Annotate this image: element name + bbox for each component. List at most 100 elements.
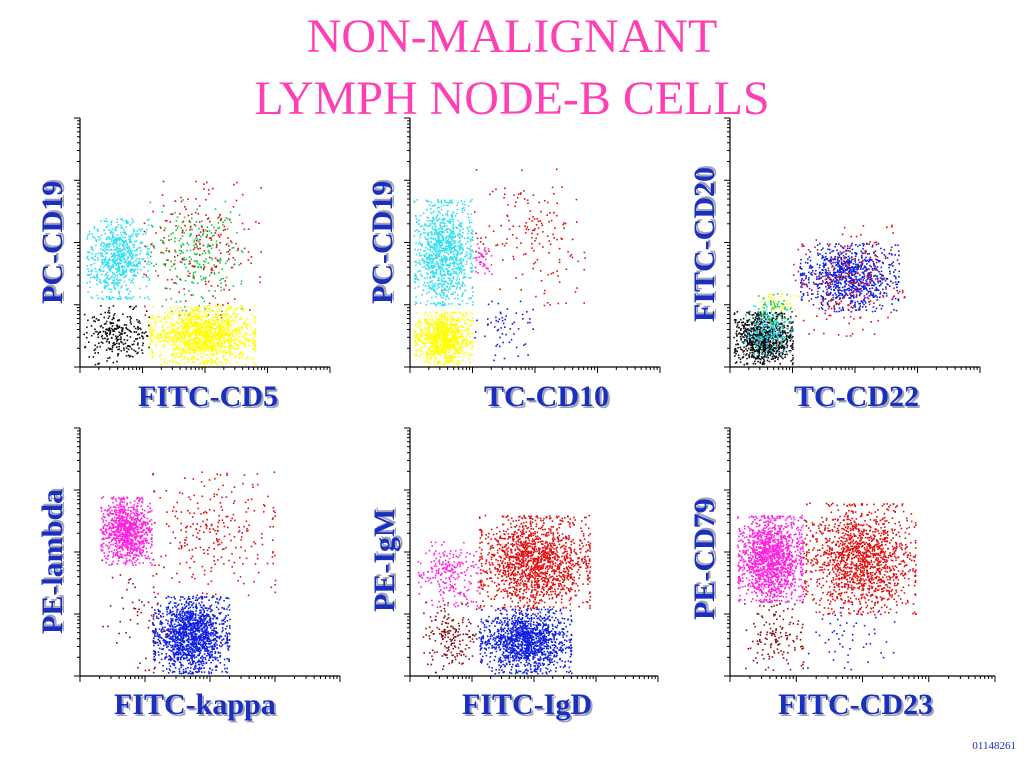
data-point (95, 253, 97, 256)
data-point (246, 333, 249, 336)
data-point (191, 315, 194, 318)
data-point (226, 228, 229, 230)
data-point (182, 341, 185, 344)
data-point (174, 267, 177, 270)
data-point (207, 262, 210, 264)
data-point (117, 257, 119, 259)
data-point (174, 256, 176, 258)
data-point (163, 358, 166, 361)
data-point (118, 272, 121, 275)
data-point (240, 305, 242, 308)
data-point (110, 288, 113, 291)
data-point (233, 338, 236, 341)
data-point (134, 350, 137, 353)
data-point (116, 218, 119, 221)
data-point (180, 314, 183, 316)
data-point (113, 313, 116, 315)
data-point (104, 331, 107, 333)
data-point (170, 313, 172, 316)
data-point (87, 319, 89, 322)
data-point (243, 247, 246, 250)
data-point (181, 330, 184, 333)
data-point (198, 254, 201, 256)
data-point (175, 275, 178, 277)
data-point (106, 271, 109, 274)
data-point (185, 208, 187, 210)
data-point (105, 328, 107, 331)
data-point (133, 325, 135, 328)
data-point (181, 230, 184, 232)
data-point (198, 313, 200, 315)
data-point (194, 352, 196, 354)
data-point (172, 344, 174, 346)
data-point (203, 305, 205, 308)
data-point (145, 310, 148, 312)
data-point (132, 231, 135, 233)
data-point (97, 297, 100, 300)
data-point (168, 325, 171, 328)
data-point (132, 277, 135, 280)
data-point (153, 245, 155, 248)
data-point (171, 356, 174, 358)
data-point (194, 321, 196, 324)
data-point (234, 340, 236, 342)
data-point (98, 269, 100, 272)
data-point (86, 257, 89, 259)
data-point (199, 238, 201, 241)
data-point (109, 331, 111, 334)
data-point (186, 323, 189, 325)
data-point (148, 248, 150, 250)
data-point (179, 213, 181, 215)
data-point (97, 230, 100, 232)
data-point (104, 337, 106, 340)
data-point (187, 361, 190, 363)
data-point (104, 279, 106, 281)
data-point (214, 232, 217, 234)
data-point (200, 355, 203, 358)
data-point (101, 252, 103, 255)
data-point (215, 333, 218, 335)
data-point (95, 244, 97, 247)
data-point (179, 278, 181, 280)
data-point (191, 281, 193, 283)
data-point (212, 341, 214, 344)
data-point (116, 274, 118, 276)
data-point (89, 286, 91, 288)
data-point (235, 315, 237, 318)
data-point (105, 277, 108, 279)
data-point (105, 322, 107, 325)
data-point (213, 234, 215, 237)
data-point (181, 336, 183, 339)
data-point (238, 214, 241, 216)
data-point (137, 326, 139, 328)
data-point (205, 316, 208, 318)
data-point (109, 278, 111, 280)
data-point (109, 266, 112, 269)
data-point (110, 220, 113, 222)
data-point (240, 262, 242, 265)
data-point (104, 311, 106, 314)
data-point (129, 238, 132, 240)
data-point (168, 235, 170, 237)
data-point (106, 360, 108, 362)
data-point (193, 275, 195, 278)
data-point (115, 249, 117, 251)
data-point (202, 297, 204, 300)
data-point (161, 305, 164, 308)
data-point (214, 360, 217, 362)
data-point (118, 343, 120, 345)
data-point (136, 344, 139, 346)
data-point (220, 252, 222, 254)
data-point (233, 308, 236, 311)
data-point (153, 265, 155, 267)
data-point (235, 242, 237, 245)
data-point (230, 266, 233, 269)
data-point (162, 241, 164, 244)
data-point (222, 326, 225, 329)
data-point (127, 238, 130, 241)
data-point (193, 313, 195, 315)
data-point (114, 268, 117, 270)
data-point (146, 335, 148, 337)
data-point (205, 276, 207, 279)
data-point (250, 314, 253, 316)
